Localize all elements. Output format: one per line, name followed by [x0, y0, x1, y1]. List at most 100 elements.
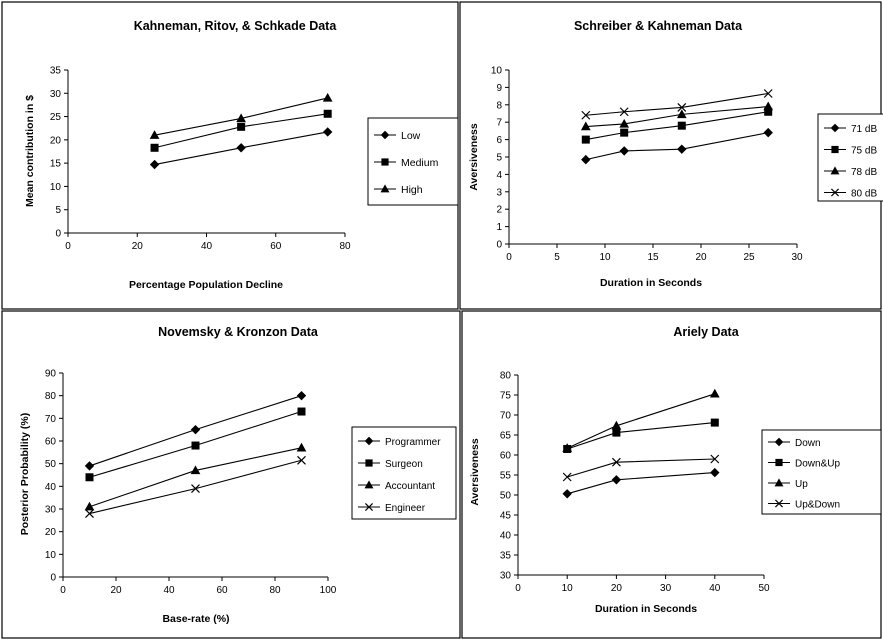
- y-tick-label: 9: [496, 83, 502, 94]
- data-point: [763, 89, 773, 98]
- legend-marker: [380, 184, 390, 193]
- data-point: [149, 159, 160, 170]
- series-down-up: [563, 418, 719, 453]
- data-point: [612, 428, 621, 437]
- legend: Down Down&Up Up Up&Down: [761, 429, 882, 515]
- x-tick-label: 20: [695, 252, 707, 263]
- x-tick-label: 20: [132, 241, 144, 252]
- legend-entry: Accountant: [385, 481, 435, 492]
- y-tick-label: 20: [45, 527, 57, 538]
- y-tick-label: 4: [496, 170, 502, 181]
- data-point: [236, 143, 246, 153]
- y-tick-label: 70: [45, 414, 57, 425]
- x-tick-label: 100: [320, 585, 337, 596]
- legend-entry: Up: [795, 479, 808, 490]
- legend-entry: 71 dB: [851, 124, 877, 135]
- y-tick-label: 30: [500, 571, 512, 582]
- data-point: [581, 135, 590, 144]
- series-accountant: [84, 442, 307, 511]
- data-point: [763, 101, 774, 111]
- legend-marker: [830, 166, 840, 175]
- y-tick-label: 60: [500, 451, 512, 462]
- chart-title: Novemsky & Kronzon Data: [158, 325, 319, 339]
- x-tick-label: 10: [599, 252, 611, 263]
- series-surgeon: [85, 407, 306, 482]
- legend: Low Medium High: [367, 117, 459, 206]
- legend-marker: [774, 478, 784, 487]
- legend-marker: [775, 458, 783, 467]
- legend-marker: [380, 130, 390, 140]
- data-point: [710, 454, 720, 464]
- y-tick-label: 40: [500, 531, 512, 542]
- data-point: [611, 457, 621, 467]
- x-tick-label: 0: [515, 583, 521, 594]
- data-point: [619, 146, 629, 156]
- y-tick-label: 6: [496, 135, 502, 146]
- legend-marker: [364, 502, 374, 512]
- series-medium: [150, 109, 332, 152]
- y-tick-label: 10: [491, 66, 503, 77]
- data-point: [677, 102, 687, 112]
- x-tick-label: 0: [506, 252, 512, 263]
- series-line: [567, 422, 715, 450]
- legend: 71 dB 75 dB 78 dB 80 dB: [817, 113, 883, 202]
- x-tick-label: 40: [709, 583, 721, 594]
- y-tick-label: 20: [50, 135, 62, 146]
- data-point: [611, 475, 622, 485]
- legend-marker: [365, 459, 373, 467]
- chart-panel-3: Novemsky & Kronzon Data 0 20 40 60 80 100 0 10 20…: [1, 310, 461, 639]
- legend-marker: [831, 145, 839, 154]
- y-tick-label: 8: [496, 100, 502, 111]
- data-point: [85, 473, 94, 482]
- series-down: [562, 467, 720, 499]
- panel-border: [1, 310, 461, 639]
- data-point: [191, 484, 200, 494]
- series-up-down: [562, 454, 720, 482]
- data-point: [611, 420, 622, 430]
- x-tick-label: 5: [554, 252, 560, 263]
- series-line: [585, 105, 769, 128]
- x-tick-label: 60: [216, 585, 228, 596]
- y-tick-label: 65: [500, 431, 512, 442]
- x-tick-label: 25: [743, 252, 755, 263]
- chart-title: Kahneman, Ritov, & Schkade Data: [134, 19, 338, 33]
- series-engineer: [85, 455, 306, 518]
- legend-entry: Medium: [401, 157, 439, 169]
- legend-entry: 75 dB: [851, 145, 877, 156]
- chart-title: Schreiber & Kahneman Data: [574, 19, 743, 33]
- x-tick-label: 40: [163, 585, 175, 596]
- y-tick-label: 1: [496, 222, 502, 233]
- x-tick-label: 0: [60, 585, 66, 596]
- y-tick-label: 90: [45, 369, 57, 380]
- x-tick-label: 50: [758, 583, 770, 594]
- series-71-db: [581, 127, 773, 165]
- legend-marker: [830, 188, 840, 197]
- x-tick-label: 30: [791, 252, 803, 263]
- data-point: [84, 461, 95, 471]
- y-tick-label: 25: [50, 112, 62, 123]
- y-tick-label: 0: [496, 240, 502, 251]
- y-tick-label: 5: [496, 153, 502, 164]
- y-tick-label: 50: [45, 459, 57, 470]
- legend-entry: Down: [795, 438, 821, 449]
- data-point: [677, 121, 686, 130]
- legend-marker: [381, 158, 389, 166]
- data-point: [297, 455, 306, 465]
- y-tick-label: 10: [50, 182, 62, 193]
- x-tick-label: 15: [647, 252, 659, 263]
- data-point: [85, 509, 94, 518]
- y-tick-label: 45: [500, 511, 512, 522]
- data-point: [562, 489, 572, 499]
- y-tick-label: 80: [45, 391, 57, 402]
- data-point: [620, 128, 629, 137]
- x-tick-label: 20: [110, 585, 122, 596]
- chart-panel-1: Kahneman, Ritov, & Schkade Data 0 20 40 60 80…: [1, 1, 459, 310]
- legend-entry: Down&Up: [795, 458, 840, 469]
- x-axis-label: Duration in Seconds: [595, 603, 697, 615]
- y-tick-label: 70: [500, 411, 512, 422]
- data-point: [190, 465, 201, 475]
- legend-entry: Low: [401, 130, 421, 142]
- x-axis-label: Base-rate (%): [162, 613, 229, 625]
- data-point: [619, 118, 630, 128]
